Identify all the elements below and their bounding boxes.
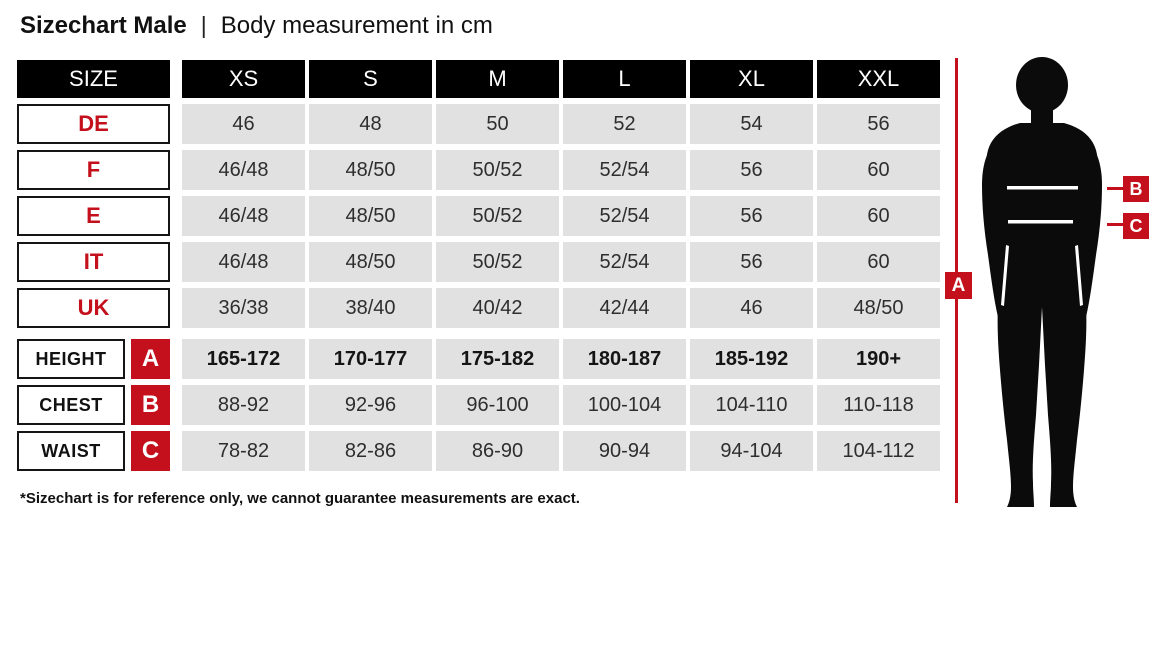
marker-c-badge: C — [1123, 213, 1149, 239]
measurement-label: WAIST C — [17, 431, 170, 471]
table-row: HEIGHT A 165-172 170-177 175-182 180-187 185-1… — [17, 339, 944, 379]
table-cell: 50/52 — [436, 196, 559, 236]
table-cell: 96-100 — [436, 385, 559, 425]
measurement-label: CHEST B — [17, 385, 170, 425]
table-cell: 42/44 — [563, 288, 686, 328]
row-label-chest: CHEST — [17, 385, 125, 425]
title-subtitle: Body measurement in cm — [220, 12, 493, 39]
table-cell: 165-172 — [182, 339, 305, 379]
table-cell: 50/52 — [436, 150, 559, 190]
chest-connector-line — [1107, 187, 1123, 190]
title-main: Sizechart Male — [20, 12, 187, 39]
table-cell: 52 — [563, 104, 686, 144]
table-cell: 190+ — [817, 339, 940, 379]
row-label-de: DE — [17, 104, 170, 144]
table-cell: 60 — [817, 196, 940, 236]
table-cell: 46/48 — [182, 196, 305, 236]
page-title: Sizechart Male | Body measurement in cm — [20, 12, 493, 40]
table-cell: 94-104 — [690, 431, 813, 471]
table-cell: 46/48 — [182, 242, 305, 282]
table-cell: 78-82 — [182, 431, 305, 471]
table-cell: 46 — [182, 104, 305, 144]
table-cell: 56 — [690, 150, 813, 190]
table-row: IT 46/48 48/50 50/52 52/54 56 60 — [17, 242, 944, 282]
table-cell: 36/38 — [182, 288, 305, 328]
marker-badge-a: A — [131, 339, 170, 379]
table-cell: 60 — [817, 150, 940, 190]
row-label-e: E — [17, 196, 170, 236]
header-cell-xxl: XXL — [817, 60, 940, 98]
table-cell: 56 — [817, 104, 940, 144]
row-label-waist: WAIST — [17, 431, 125, 471]
row-label-f: F — [17, 150, 170, 190]
header-cell-xl: XL — [690, 60, 813, 98]
row-label-height: HEIGHT — [17, 339, 125, 379]
table-cell: 88-92 — [182, 385, 305, 425]
table-cell: 48/50 — [817, 288, 940, 328]
table-cell: 40/42 — [436, 288, 559, 328]
marker-badge-c: C — [131, 431, 170, 471]
table-cell: 54 — [690, 104, 813, 144]
row-label-it: IT — [17, 242, 170, 282]
table-cell: 52/54 — [563, 150, 686, 190]
table-cell: 82-86 — [309, 431, 432, 471]
marker-badge-b: B — [131, 385, 170, 425]
table-cell: 48/50 — [309, 150, 432, 190]
marker-a-badge: A — [945, 272, 972, 299]
table-cell: 46/48 — [182, 150, 305, 190]
size-rows-group: DE 46 48 50 52 54 56 F 46/48 48/50 50/52 52/54 56 60 E… — [17, 104, 944, 328]
table-row: UK 36/38 38/40 40/42 42/44 46 48/50 — [17, 288, 944, 328]
table-cell: 48 — [309, 104, 432, 144]
table-cell: 170-177 — [309, 339, 432, 379]
header-cell-l: L — [563, 60, 686, 98]
table-cell: 175-182 — [436, 339, 559, 379]
measurement-rows-group: HEIGHT A 165-172 170-177 175-182 180-187 185-1… — [17, 339, 944, 471]
table-cell: 56 — [690, 196, 813, 236]
table-row: CHEST B 88-92 92-96 96-100 100-104 104-110 110-… — [17, 385, 944, 425]
table-row: F 46/48 48/50 50/52 52/54 56 60 — [17, 150, 944, 190]
table-cell: 60 — [817, 242, 940, 282]
size-table: SIZE XS S M L XL XXL DE 46 48 50 52 54 56 F 46/48 48/50… — [17, 60, 944, 477]
table-cell: 48/50 — [309, 242, 432, 282]
table-cell: 90-94 — [563, 431, 686, 471]
table-cell: 56 — [690, 242, 813, 282]
marker-b-badge: B — [1123, 176, 1149, 202]
table-cell: 52/54 — [563, 196, 686, 236]
table-cell: 52/54 — [563, 242, 686, 282]
table-header-row: SIZE XS S M L XL XXL — [17, 60, 944, 98]
table-cell: 38/40 — [309, 288, 432, 328]
footnote: *Sizechart is for reference only, we can… — [20, 490, 580, 507]
measurement-label: HEIGHT A — [17, 339, 170, 379]
table-cell: 86-90 — [436, 431, 559, 471]
table-cell: 185-192 — [690, 339, 813, 379]
table-cell: 104-112 — [817, 431, 940, 471]
title-separator: | — [200, 12, 207, 38]
table-cell: 100-104 — [563, 385, 686, 425]
table-cell: 48/50 — [309, 196, 432, 236]
row-label-uk: UK — [17, 288, 170, 328]
table-cell: 104-110 — [690, 385, 813, 425]
table-row: DE 46 48 50 52 54 56 — [17, 104, 944, 144]
figure-area: A B C — [940, 55, 1168, 533]
table-row: E 46/48 48/50 50/52 52/54 56 60 — [17, 196, 944, 236]
table-cell: 180-187 — [563, 339, 686, 379]
male-silhouette-icon — [982, 57, 1102, 507]
table-cell: 46 — [690, 288, 813, 328]
table-cell: 50 — [436, 104, 559, 144]
table-row: WAIST C 78-82 82-86 86-90 90-94 94-104 104-112 — [17, 431, 944, 471]
header-cell-size: SIZE — [17, 60, 170, 98]
header-cell-m: M — [436, 60, 559, 98]
table-cell: 92-96 — [309, 385, 432, 425]
table-cell: 110-118 — [817, 385, 940, 425]
waist-connector-line — [1107, 223, 1123, 226]
table-cell: 50/52 — [436, 242, 559, 282]
header-cell-s: S — [309, 60, 432, 98]
header-cell-xs: XS — [182, 60, 305, 98]
